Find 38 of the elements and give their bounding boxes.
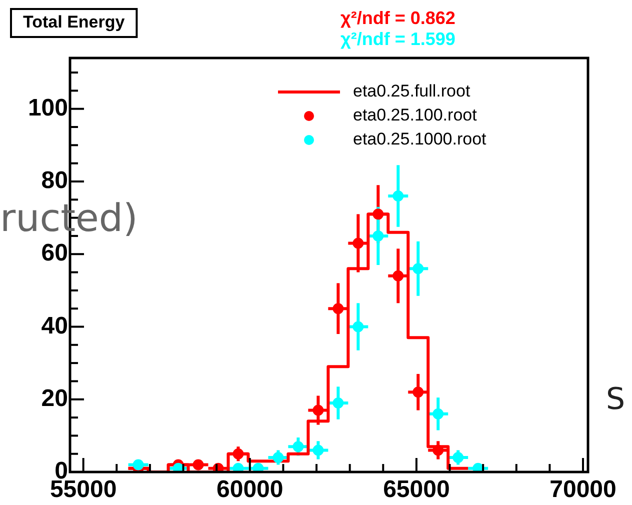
point <box>312 404 324 416</box>
point <box>332 398 344 408</box>
point <box>272 452 284 463</box>
text: S <box>606 382 626 417</box>
text: χ²/ndf = 1.599 <box>340 28 456 49</box>
point <box>292 441 304 452</box>
point <box>432 408 444 420</box>
point <box>332 303 344 314</box>
point <box>432 444 444 456</box>
y-tick-label: 100 <box>28 94 68 122</box>
point <box>352 238 364 249</box>
legend-label: eta0.25.1000.root <box>353 130 487 149</box>
y-tick-label: 80 <box>41 167 68 194</box>
point <box>412 263 424 274</box>
x-tick-label: 70000 <box>550 476 616 504</box>
point <box>372 208 384 220</box>
point <box>212 462 224 472</box>
point <box>132 459 144 470</box>
legend-label: eta0.25.full.root <box>353 82 470 101</box>
point <box>392 190 404 202</box>
y-tick-label: 40 <box>41 312 68 340</box>
y-tick-label: 60 <box>41 240 68 267</box>
point <box>312 444 324 456</box>
point <box>252 462 264 472</box>
point <box>392 270 404 282</box>
point <box>232 448 244 460</box>
point <box>452 452 464 463</box>
point <box>232 462 244 472</box>
point <box>412 386 424 398</box>
y-tick-label: 20 <box>41 384 68 412</box>
point <box>192 459 204 470</box>
x-tick-label: 65000 <box>383 476 450 504</box>
legend-label: eta0.25.100.root <box>353 106 478 125</box>
point <box>372 230 384 242</box>
text: χ²/ndf = 0.862 <box>340 8 456 28</box>
point <box>352 321 364 332</box>
x-tick-label: 60000 <box>216 476 284 504</box>
chart-title: Total Energy <box>23 12 126 32</box>
